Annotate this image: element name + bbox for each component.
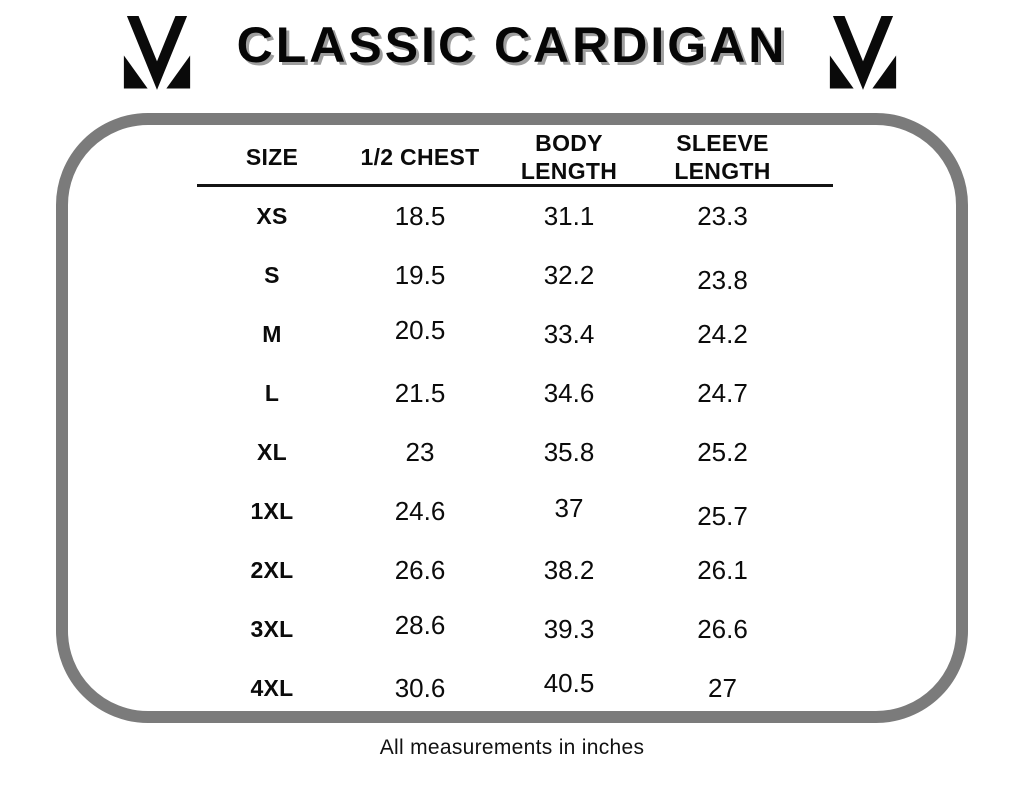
measurement-value-cell: 24.7: [697, 378, 748, 408]
measurement-value-cell: 24.2: [697, 319, 748, 349]
table-row: 4XL 30.6 40.5 27: [197, 659, 833, 718]
measurement-value-cell: 23.8: [697, 265, 748, 295]
table-row: 1XL 24.6 37 25.7: [197, 482, 833, 541]
size-table: SIZE 1/2 CHEST BODY LENGTH SLEEVE LENGTH…: [197, 129, 833, 718]
size-label-cell: XS: [256, 203, 288, 229]
measurement-value-cell: 27: [708, 673, 737, 703]
size-label-cell: S: [264, 262, 280, 288]
size-label-cell: M: [262, 321, 282, 347]
column-header-body-length: BODY LENGTH: [520, 130, 618, 184]
measurement-value-cell: 26.1: [697, 555, 748, 585]
size-label-cell: 1XL: [250, 498, 294, 524]
measurement-value-cell: 24.6: [394, 496, 446, 526]
measurement-value-cell: 23: [405, 437, 435, 467]
brand-m-logo-icon: [829, 16, 897, 90]
table-row: XL 23 35.8 25.2: [197, 423, 833, 482]
measurement-value-cell: 19.5: [394, 260, 446, 290]
measurement-value-cell: 39.3: [543, 614, 595, 644]
size-label-cell: 2XL: [250, 557, 294, 583]
table-row: S 19.5 32.2 23.8: [197, 246, 833, 305]
measurement-value-cell: 40.5: [543, 668, 595, 698]
measurement-value-cell: 25.7: [697, 501, 748, 531]
column-header-sleeve-length: SLEEVE LENGTH: [674, 130, 771, 184]
measurement-value-cell: 30.6: [394, 673, 446, 703]
measurement-value-cell: 26.6: [394, 555, 446, 585]
measurement-value-cell: 37: [554, 493, 584, 523]
measurement-value-cell: 26.6: [697, 614, 748, 644]
table-row: XS 18.5 31.1 23.3: [197, 187, 833, 246]
size-label-cell: 4XL: [250, 675, 294, 701]
measurement-value-cell: 33.4: [543, 319, 595, 349]
size-table-body: XS 18.5 31.1 23.3 S 19.5 32.2 23.8 M 20.5 33.4 24.2…: [197, 187, 833, 718]
column-header-size: SIZE: [245, 144, 299, 170]
measurement-value-cell: 31.1: [543, 201, 595, 231]
measurement-value-cell: 23.3: [697, 201, 748, 231]
brand-m-logo-icon: [123, 16, 191, 90]
size-label-cell: 3XL: [250, 616, 294, 642]
table-row: M 20.5 33.4 24.2: [197, 305, 833, 364]
size-label-cell: L: [264, 380, 280, 406]
measurement-value-cell: 28.6: [394, 610, 446, 640]
table-row: 2XL 26.6 38.2 26.1: [197, 541, 833, 600]
measurement-value-cell: 25.2: [697, 437, 748, 467]
table-row: 3XL 28.6 39.3 26.6: [197, 600, 833, 659]
column-header-half-chest: 1/2 CHEST: [360, 144, 480, 170]
footer-note: All measurements in inches: [379, 736, 645, 759]
table-header-row: SIZE 1/2 CHEST BODY LENGTH SLEEVE LENGTH: [197, 129, 833, 184]
size-label-cell: XL: [257, 439, 287, 465]
measurement-value-cell: 18.5: [394, 201, 446, 231]
table-row: L 21.5 34.6 24.7: [197, 364, 833, 423]
measurement-value-cell: 38.2: [543, 555, 595, 585]
header-divider: [197, 184, 833, 187]
measurement-value-cell: 34.6: [543, 378, 595, 408]
size-chart-panel: [56, 113, 968, 723]
measurement-value-cell: 21.5: [394, 378, 446, 408]
measurement-value-cell: 20.5: [394, 315, 446, 345]
measurement-value-cell: 32.2: [543, 260, 595, 290]
measurement-value-cell: 35.8: [543, 437, 595, 467]
page-title: CLASSIC CARDIGAN: [236, 17, 788, 73]
